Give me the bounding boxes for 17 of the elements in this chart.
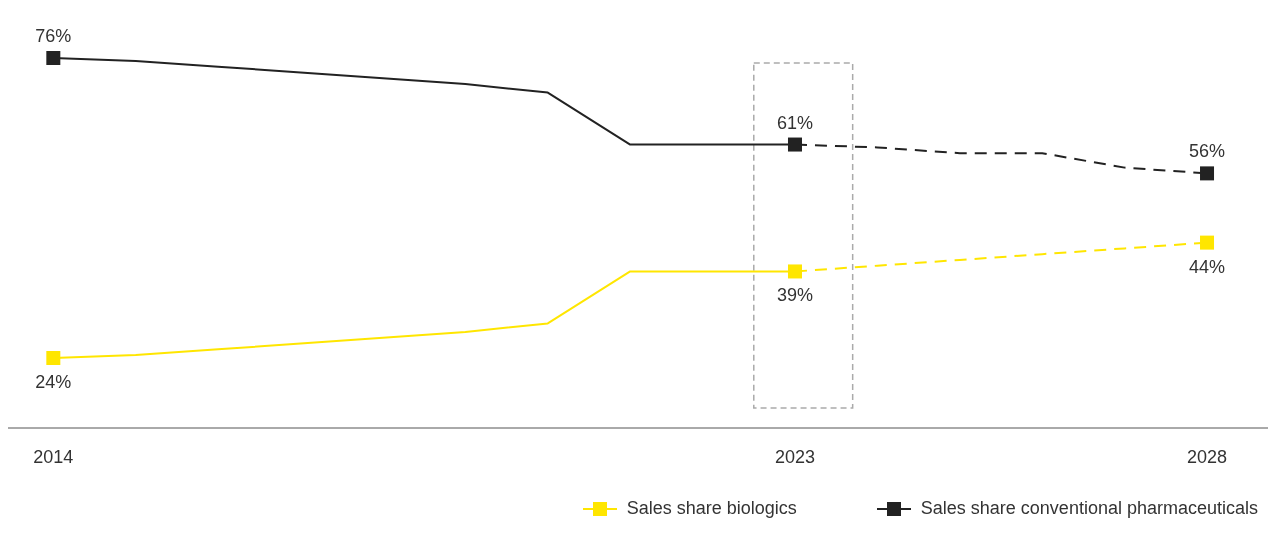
point: [1200, 235, 1215, 250]
x-tick-label: 2014: [33, 446, 74, 467]
x-tick-label: 2028: [1187, 446, 1228, 467]
data-label: 56%: [1189, 141, 1226, 162]
data-label: 76%: [35, 26, 72, 46]
point: [787, 137, 802, 152]
point: [787, 264, 802, 279]
data-label: 44%: [1189, 256, 1226, 277]
point: [1200, 166, 1215, 181]
data-label: 61%: [776, 112, 813, 133]
point: [46, 351, 61, 365]
legend-label: Sales share conventional pharmaceuticals: [920, 498, 1258, 519]
x-tick-label: 2023: [774, 446, 816, 467]
point: [46, 51, 61, 65]
data-label: 24%: [35, 372, 72, 392]
legend-label: Sales share biologics: [626, 498, 797, 519]
data-label: 39%: [776, 285, 813, 306]
